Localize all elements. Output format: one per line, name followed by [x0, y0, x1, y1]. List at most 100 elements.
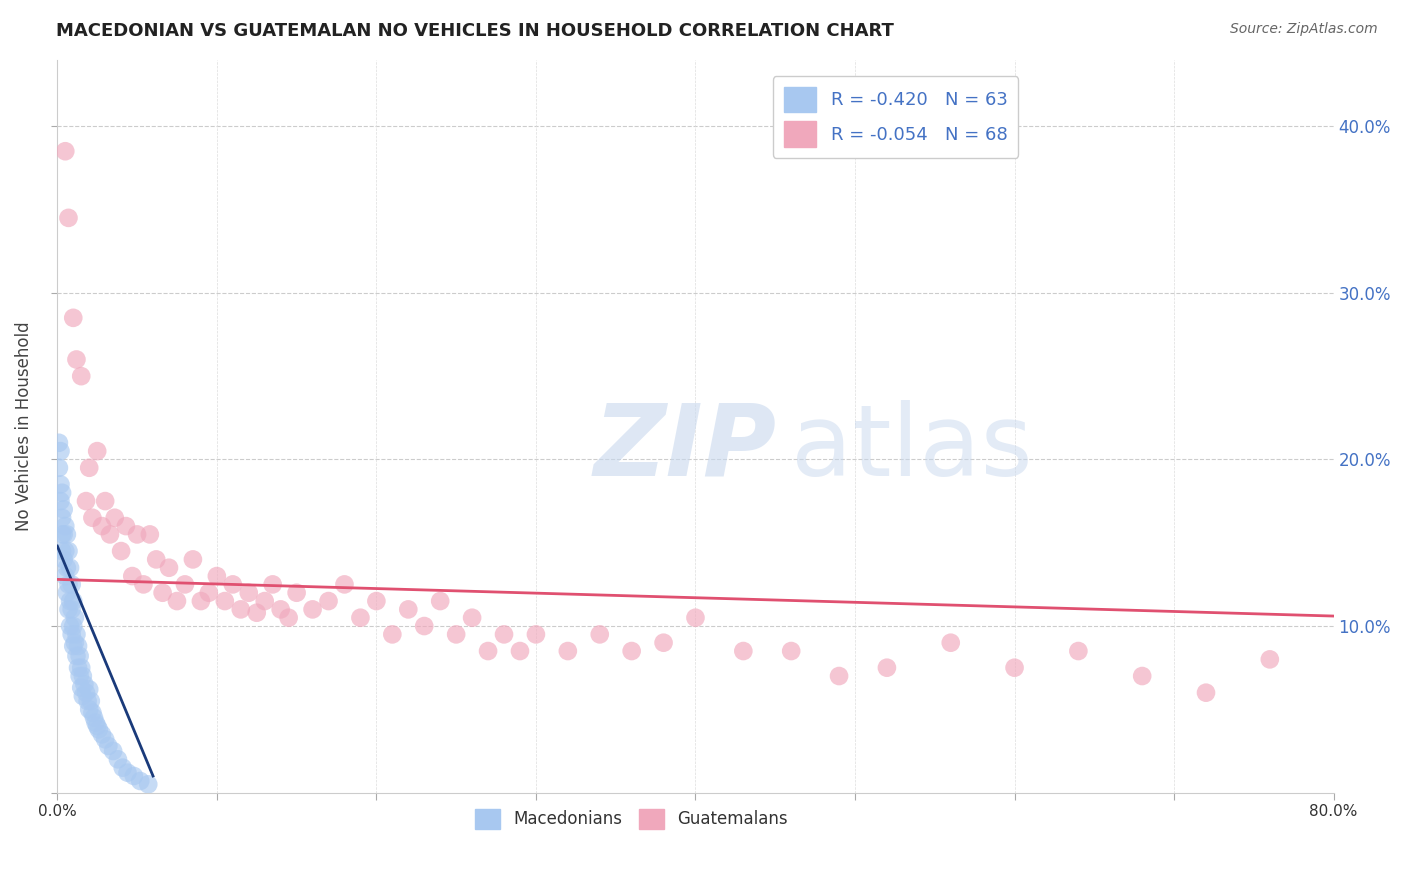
Point	[48, 460, 70, 475]
Point	[72, 689, 94, 703]
Point	[733, 644, 755, 658]
Legend: Macedonians, Guatemalans: Macedonians, Guatemalans	[468, 802, 794, 836]
Point	[115, 519, 138, 533]
Point	[1004, 661, 1026, 675]
Point	[91, 727, 114, 741]
Point	[190, 594, 212, 608]
Point	[70, 369, 93, 384]
Point	[91, 519, 114, 533]
Point	[51, 527, 73, 541]
Point	[107, 752, 129, 766]
Text: Source: ZipAtlas.com: Source: ZipAtlas.com	[1230, 22, 1378, 37]
Point	[444, 627, 467, 641]
Point	[145, 552, 167, 566]
Point	[238, 585, 260, 599]
Point	[132, 577, 155, 591]
Point	[62, 619, 84, 633]
Point	[1258, 652, 1281, 666]
Point	[65, 648, 87, 663]
Point	[67, 661, 90, 675]
Point	[56, 585, 79, 599]
Point	[49, 444, 72, 458]
Point	[62, 310, 84, 325]
Point	[685, 611, 707, 625]
Point	[620, 644, 643, 658]
Point	[333, 577, 356, 591]
Point	[1195, 686, 1218, 700]
Point	[1067, 644, 1090, 658]
Point	[557, 644, 579, 658]
Point	[72, 669, 94, 683]
Point	[780, 644, 803, 658]
Point	[246, 606, 269, 620]
Point	[939, 636, 962, 650]
Point	[82, 510, 104, 524]
Point	[65, 627, 87, 641]
Point	[63, 611, 86, 625]
Point	[86, 719, 108, 733]
Point	[413, 619, 436, 633]
Point	[58, 211, 80, 225]
Point	[52, 527, 75, 541]
Point	[222, 577, 245, 591]
Point	[509, 644, 531, 658]
Point	[524, 627, 547, 641]
Point	[53, 145, 76, 159]
Point	[49, 477, 72, 491]
Point	[75, 686, 97, 700]
Point	[828, 669, 851, 683]
Point	[229, 602, 252, 616]
Point	[1130, 669, 1153, 683]
Point	[53, 544, 76, 558]
Point	[125, 527, 148, 541]
Point	[101, 744, 124, 758]
Point	[69, 648, 91, 663]
Point	[129, 774, 152, 789]
Point	[84, 715, 107, 730]
Point	[253, 594, 276, 608]
Point	[70, 661, 93, 675]
Point	[301, 602, 323, 616]
Point	[396, 602, 419, 616]
Point	[117, 765, 139, 780]
Point	[56, 527, 79, 541]
Point	[122, 769, 145, 783]
Point	[277, 611, 299, 625]
Point	[83, 711, 105, 725]
Point	[60, 627, 83, 641]
Point	[139, 527, 162, 541]
Point	[110, 544, 132, 558]
Point	[136, 777, 159, 791]
Text: atlas: atlas	[792, 400, 1033, 497]
Point	[59, 594, 82, 608]
Point	[77, 702, 100, 716]
Point	[63, 636, 86, 650]
Point	[492, 627, 515, 641]
Point	[94, 732, 117, 747]
Point	[285, 585, 308, 599]
Point	[86, 444, 108, 458]
Point	[77, 460, 100, 475]
Point	[429, 594, 451, 608]
Point	[589, 627, 612, 641]
Point	[76, 694, 98, 708]
Point	[49, 494, 72, 508]
Point	[82, 706, 104, 720]
Point	[62, 639, 84, 653]
Point	[111, 761, 134, 775]
Point	[152, 585, 174, 599]
Point	[56, 560, 79, 574]
Point	[318, 594, 340, 608]
Point	[262, 577, 284, 591]
Y-axis label: No Vehicles in Household: No Vehicles in Household	[15, 321, 32, 531]
Point	[98, 527, 121, 541]
Point	[52, 552, 75, 566]
Point	[48, 435, 70, 450]
Point	[51, 544, 73, 558]
Point	[70, 681, 93, 695]
Point	[58, 544, 80, 558]
Point	[59, 560, 82, 574]
Point	[381, 627, 404, 641]
Point	[104, 510, 127, 524]
Point	[97, 739, 120, 753]
